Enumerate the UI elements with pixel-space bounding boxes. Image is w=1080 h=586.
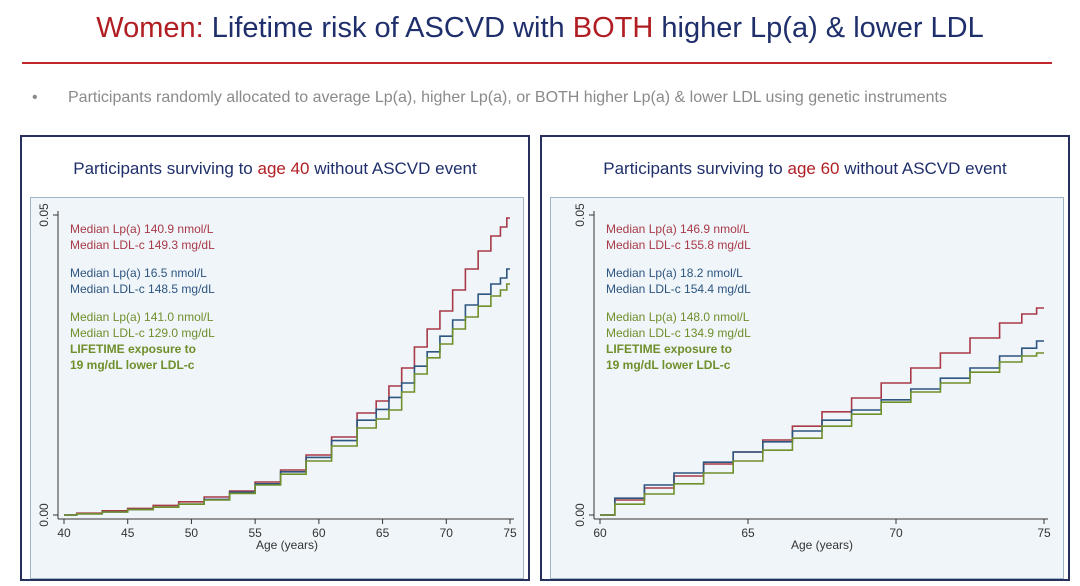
legend-annotation: Median Lp(a) 148.0 nmol/L [606, 310, 750, 324]
legend-annotation: Median LDL-c 155.8 mg/dL [606, 238, 751, 252]
title-suffix: higher Lp(a) & lower LDL [653, 12, 984, 44]
x-tick-label: 60 [593, 526, 607, 540]
y-tick-label: 0.00 [573, 503, 587, 527]
legend-annotation: 19 mg/dL lower LDL-c [70, 358, 195, 372]
chart-title-c: without ASCVD event [309, 159, 477, 178]
legend-annotation: Median LDL-c 148.5 mg/dL [70, 282, 215, 296]
x-tick-label: 70 [440, 526, 454, 540]
title-emphasis: BOTH [572, 12, 654, 44]
bullet-point: • Participants randomly allocated to aver… [32, 89, 947, 107]
y-tick-label: 0.05 [37, 203, 51, 227]
y-tick-label: 0.05 [573, 203, 587, 227]
title-prefix: Women: [96, 12, 204, 44]
chart-panel-age-40: Participants surviving to age 40 without… [20, 135, 530, 581]
chart-title: Participants surviving to age 60 without… [542, 159, 1068, 179]
chart-title-b: age 40 [257, 159, 310, 178]
legend-annotation: Median LDL-c 154.4 mg/dL [606, 282, 751, 296]
chart-panel-age-60: Participants surviving to age 60 without… [540, 135, 1070, 581]
legend-annotation: 19 mg/dL lower LDL-c [606, 358, 731, 372]
title-middle: Lifetime risk of ASCVD with [203, 12, 573, 44]
x-tick-label: 55 [248, 526, 262, 540]
x-tick-label: 45 [121, 526, 135, 540]
bullet-text: Participants randomly allocated to avera… [68, 89, 947, 106]
series-line-red [64, 217, 510, 516]
x-tick-label: 75 [503, 526, 517, 540]
legend-annotation: Median Lp(a) 140.9 nmol/L [70, 222, 214, 236]
x-axis-label: Age (years) [256, 538, 318, 552]
x-axis-label: Age (years) [791, 538, 853, 552]
x-tick-label: 65 [376, 526, 390, 540]
series-line-blue [64, 268, 510, 516]
legend-annotation: Median LDL-c 149.3 mg/dL [70, 238, 215, 252]
legend-annotation: Median LDL-c 134.9 mg/dL [606, 326, 751, 340]
legend-annotation: LIFETIME exposure to [606, 342, 732, 356]
x-tick-label: 40 [57, 526, 71, 540]
chart-svg-age-40: 40 45 50 55 60 65 70 75 Age (years) 0.00 0.05 Media… [37, 203, 517, 552]
legend-annotation: Median LDL-c 129.0 mg/dL [70, 326, 215, 340]
x-tick-label: 60 [312, 526, 326, 540]
chart-svg-age-60: 60 65 70 75 Age (years) 0.00 0.05 Median Lp(a) … [573, 203, 1051, 552]
legend-annotation: Median Lp(a) 146.9 nmol/L [606, 222, 750, 236]
legend-annotation: Median Lp(a) 18.2 nmol/L [606, 266, 743, 280]
chart-title-a: Participants surviving to [73, 159, 258, 178]
page-title: Women: Lifetime risk of ASCVD with BOTH … [0, 12, 1080, 45]
series-line-green [600, 352, 1044, 516]
plot-area [30, 197, 524, 579]
plot-area [550, 197, 1064, 579]
legend-annotation: LIFETIME exposure to [70, 342, 196, 356]
x-tick-label: 75 [1037, 526, 1051, 540]
chart-title: Participants surviving to age 40 without… [22, 159, 528, 179]
legend-annotation: Median Lp(a) 16.5 nmol/L [70, 266, 207, 280]
legend-annotation: Median Lp(a) 141.0 nmol/L [70, 310, 214, 324]
series-line-green [64, 283, 510, 516]
bullet-icon: • [32, 89, 38, 106]
x-tick-label: 70 [889, 526, 903, 540]
chart-title-a: Participants surviving to [603, 159, 788, 178]
chart-title-c: without ASCVD event [839, 159, 1007, 178]
x-tick-label: 50 [185, 526, 199, 540]
y-tick-label: 0.00 [37, 503, 51, 527]
x-tick-label: 65 [741, 526, 755, 540]
title-divider [22, 62, 1052, 64]
chart-title-b: age 60 [787, 159, 840, 178]
